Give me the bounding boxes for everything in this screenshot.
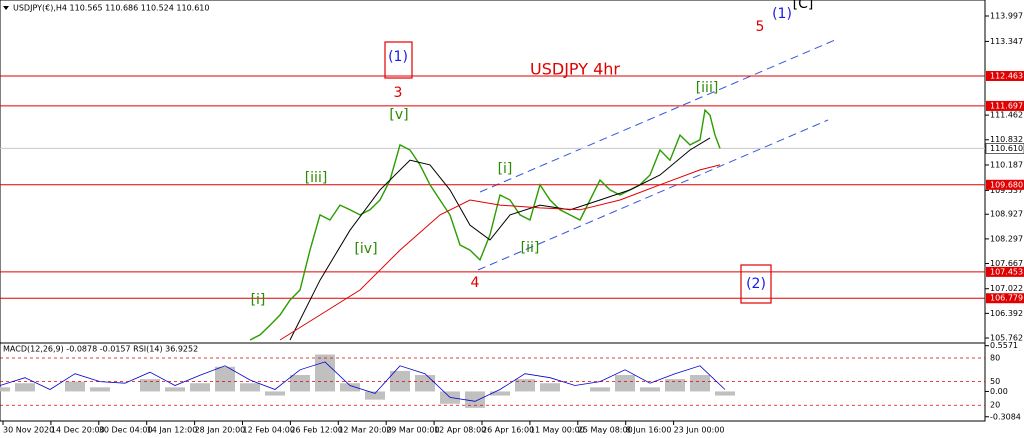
macd-bar — [90, 387, 110, 392]
x-tick-label: 28 Jan 20:00 — [195, 426, 246, 435]
level-label-bg — [986, 100, 1024, 111]
y-tick-label: 109.537 — [990, 186, 1023, 195]
macd-tick-label: 0.00 — [990, 387, 1008, 396]
macd-bar — [515, 379, 535, 392]
price-line — [289, 137, 711, 341]
macd-bar — [590, 387, 610, 392]
level-label-bg — [986, 266, 1024, 277]
wave-label: [iii] — [305, 170, 328, 186]
macd-tick-label: 0.5571 — [990, 341, 1018, 350]
macd-bar — [315, 354, 335, 392]
rsi-line — [0, 361, 726, 402]
y-tick-label: 108.927 — [990, 210, 1023, 219]
header: USDJPY(€),H4 110.565 110.686 110.524 110… — [13, 4, 209, 13]
wave-label: [i] — [251, 292, 266, 308]
macd-bar — [540, 383, 560, 392]
price-line — [249, 108, 721, 341]
wave-label: 4 — [471, 275, 480, 291]
rsi-tick-label: 80 — [990, 353, 1000, 362]
x-tick-label: 14 Dec 20:00 — [51, 426, 105, 435]
macd-bar — [640, 387, 660, 392]
macd-bar — [265, 391, 285, 396]
chart-title: USDJPY 4hr — [530, 60, 620, 79]
price-line — [279, 164, 721, 341]
macd-bar — [365, 391, 385, 400]
x-tick-label: 29 Mar 00:00 — [386, 426, 439, 435]
channel-line — [477, 119, 829, 271]
level-label: 107.453 — [990, 267, 1023, 276]
y-tick-label: 106.392 — [990, 309, 1023, 318]
y-tick-label: 110.187 — [990, 160, 1023, 169]
last-price-label: 110.610 — [990, 144, 1023, 153]
wave-label: [i] — [498, 161, 513, 177]
macd-bar — [215, 366, 235, 392]
macd-bar — [415, 375, 435, 392]
last-price-bg — [985, 143, 1024, 154]
wave-label: (1) — [772, 6, 792, 22]
y-tick-label: 113.347 — [990, 37, 1023, 46]
x-tick-label: 30 Nov 2020 — [3, 426, 54, 435]
wave-label: (1) — [388, 49, 408, 65]
annotation-box — [384, 41, 413, 79]
level-label: 112.463 — [990, 71, 1023, 80]
macd-bar — [340, 383, 360, 392]
menu-arrow — [3, 6, 9, 10]
plot-frame — [0, 0, 986, 422]
macd-bar — [390, 370, 410, 392]
level-label: 111.697 — [990, 101, 1023, 110]
wave-label: [C] — [793, 0, 814, 12]
wave-label: [ii] — [521, 240, 540, 256]
x-tick-label: 8 Jun 16:00 — [626, 426, 672, 435]
macd-bar — [65, 381, 85, 392]
x-tick-label: 23 Jun 00:00 — [674, 426, 725, 435]
macd-bar — [140, 379, 160, 392]
level-label: 106.779 — [990, 294, 1023, 303]
x-tick-label: 26 Feb 12:00 — [290, 426, 342, 435]
rsi-tick-label: 50 — [990, 377, 1000, 386]
indicator-label: MACD(12,26,9) -0.0878 -0.0157 RSI(14) 36… — [3, 345, 198, 354]
macd-bar — [465, 391, 485, 408]
macd-bar — [715, 391, 735, 396]
macd-bar — [665, 379, 685, 392]
x-tick-label: 25 May 08:00 — [578, 426, 633, 435]
x-tick-label: 12 Apr 08:00 — [434, 426, 486, 435]
x-tick-label: 12 Feb 04:00 — [243, 426, 295, 435]
x-tick-label: 14 Jan 12:00 — [147, 426, 198, 435]
wave-label: (2) — [746, 276, 766, 292]
macd-bar — [0, 387, 10, 392]
annotation-box — [740, 264, 772, 304]
macd-bar — [615, 375, 635, 392]
wave-label: 5 — [756, 19, 765, 35]
wave-label: 3 — [394, 85, 403, 101]
macd-bar — [290, 375, 310, 392]
macd-bar — [15, 383, 35, 392]
y-tick-label: 105.762 — [990, 333, 1023, 342]
macd-tick-label: -0.3084 — [990, 412, 1021, 421]
wave-label: [iv] — [354, 241, 377, 257]
macd-bar — [490, 391, 510, 396]
rsi-tick-label: 20 — [990, 401, 1000, 410]
x-tick-label: 11 May 00:00 — [530, 426, 585, 435]
wave-label: [v] — [389, 107, 408, 123]
x-tick-label: 12 Mar 20:00 — [338, 426, 391, 435]
level-label-bg — [986, 293, 1024, 304]
y-tick-label: 107.667 — [990, 259, 1023, 268]
macd-bar — [690, 375, 710, 392]
y-tick-label: 111.462 — [990, 111, 1023, 120]
level-label: 109.680 — [990, 180, 1023, 189]
macd-bar — [240, 383, 260, 392]
x-tick-label: 26 Apr 16:00 — [482, 426, 534, 435]
wave-label: [iii] — [696, 80, 719, 96]
macd-bar — [165, 387, 185, 392]
macd-bar — [190, 383, 210, 392]
x-tick-label: 30 Dec 04:00 — [99, 426, 153, 435]
y-tick-label: 110.832 — [990, 135, 1023, 144]
level-label-bg — [986, 70, 1024, 81]
y-tick-label: 108.297 — [990, 234, 1023, 243]
level-label-bg — [986, 179, 1024, 190]
y-tick-label: 113.997 — [990, 11, 1023, 20]
y-tick-label: 107.022 — [990, 284, 1023, 293]
